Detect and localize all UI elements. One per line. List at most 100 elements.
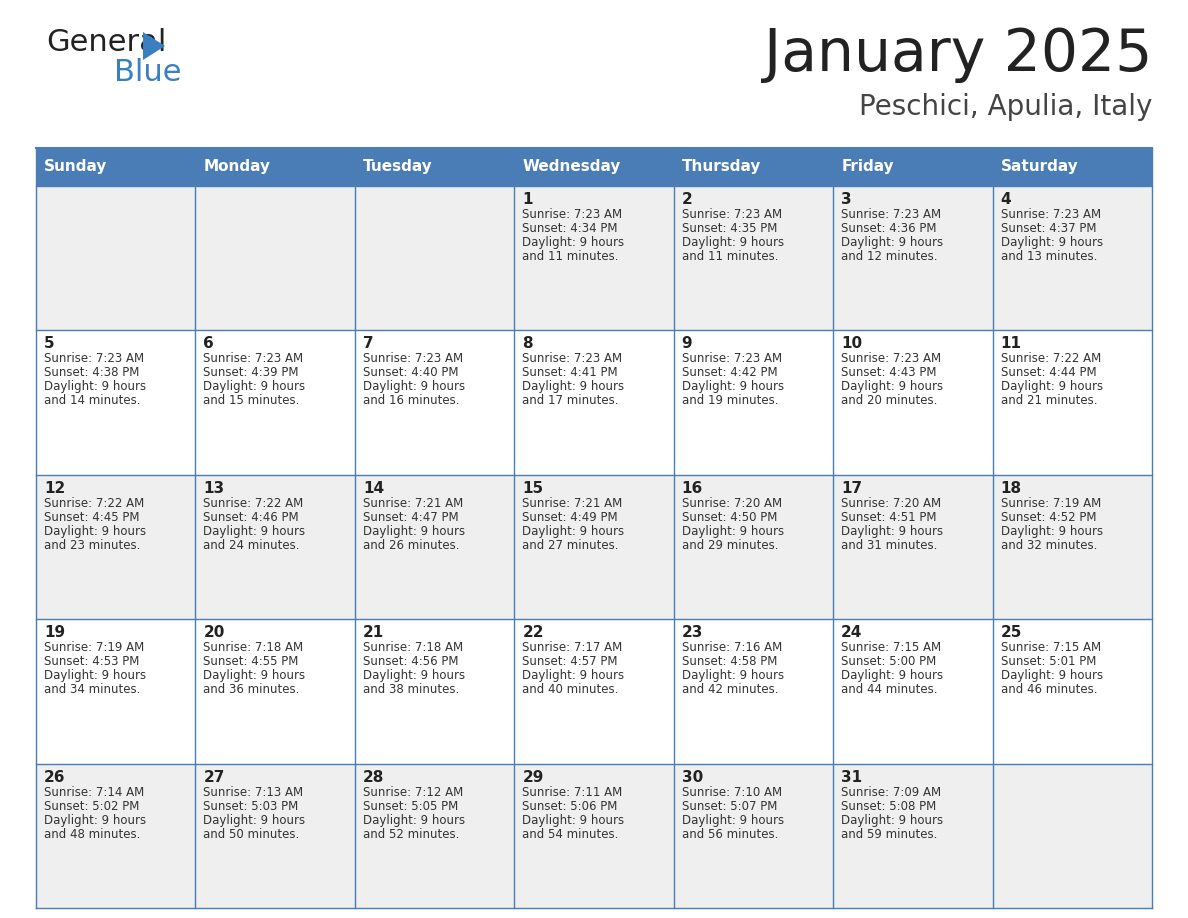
Text: Daylight: 9 hours: Daylight: 9 hours: [44, 813, 146, 826]
Bar: [36, 148, 196, 186]
Text: Sunrise: 7:22 AM: Sunrise: 7:22 AM: [203, 497, 304, 509]
Text: and 19 minutes.: and 19 minutes.: [682, 395, 778, 408]
Bar: [196, 330, 355, 475]
Text: and 52 minutes.: and 52 minutes.: [362, 828, 460, 841]
Text: Sunset: 4:46 PM: Sunset: 4:46 PM: [203, 510, 299, 524]
Text: Daylight: 9 hours: Daylight: 9 hours: [523, 236, 625, 249]
Text: Sunrise: 7:23 AM: Sunrise: 7:23 AM: [1000, 208, 1101, 221]
Bar: [992, 330, 1152, 475]
Bar: [355, 475, 514, 620]
Text: Sunset: 4:43 PM: Sunset: 4:43 PM: [841, 366, 936, 379]
Text: Sunrise: 7:15 AM: Sunrise: 7:15 AM: [1000, 641, 1101, 655]
Text: and 16 minutes.: and 16 minutes.: [362, 395, 460, 408]
Bar: [355, 330, 514, 475]
Text: Sunset: 4:57 PM: Sunset: 4:57 PM: [523, 655, 618, 668]
Bar: [514, 620, 674, 764]
Text: January 2025: January 2025: [764, 26, 1152, 83]
Text: Sunrise: 7:23 AM: Sunrise: 7:23 AM: [44, 353, 144, 365]
Text: 16: 16: [682, 481, 703, 496]
Text: Peschici, Apulia, Italy: Peschici, Apulia, Italy: [859, 93, 1152, 121]
Text: 15: 15: [523, 481, 543, 496]
Bar: [674, 764, 833, 908]
Text: Sunrise: 7:13 AM: Sunrise: 7:13 AM: [203, 786, 304, 799]
Text: Sunrise: 7:12 AM: Sunrise: 7:12 AM: [362, 786, 463, 799]
Text: 3: 3: [841, 192, 852, 207]
Text: Sunrise: 7:16 AM: Sunrise: 7:16 AM: [682, 641, 782, 655]
Text: Sunrise: 7:15 AM: Sunrise: 7:15 AM: [841, 641, 941, 655]
Text: Sunset: 4:40 PM: Sunset: 4:40 PM: [362, 366, 459, 379]
Polygon shape: [143, 32, 165, 60]
Text: 1: 1: [523, 192, 532, 207]
Text: and 40 minutes.: and 40 minutes.: [523, 683, 619, 696]
Text: Sunrise: 7:23 AM: Sunrise: 7:23 AM: [523, 208, 623, 221]
Text: Sunrise: 7:21 AM: Sunrise: 7:21 AM: [362, 497, 463, 509]
Text: Sunset: 4:45 PM: Sunset: 4:45 PM: [44, 510, 139, 524]
Bar: [355, 620, 514, 764]
Bar: [514, 148, 674, 186]
Text: and 50 minutes.: and 50 minutes.: [203, 828, 299, 841]
Text: 22: 22: [523, 625, 544, 640]
Text: and 54 minutes.: and 54 minutes.: [523, 828, 619, 841]
Bar: [514, 475, 674, 620]
Text: Sunset: 4:50 PM: Sunset: 4:50 PM: [682, 510, 777, 524]
Text: Daylight: 9 hours: Daylight: 9 hours: [841, 525, 943, 538]
Bar: [992, 475, 1152, 620]
Text: 21: 21: [362, 625, 384, 640]
Text: Daylight: 9 hours: Daylight: 9 hours: [362, 380, 465, 394]
Text: Sunrise: 7:20 AM: Sunrise: 7:20 AM: [841, 497, 941, 509]
Text: Sunrise: 7:19 AM: Sunrise: 7:19 AM: [1000, 497, 1101, 509]
Text: Sunrise: 7:18 AM: Sunrise: 7:18 AM: [203, 641, 304, 655]
Text: Sunrise: 7:20 AM: Sunrise: 7:20 AM: [682, 497, 782, 509]
Text: and 42 minutes.: and 42 minutes.: [682, 683, 778, 696]
Bar: [36, 620, 196, 764]
Text: Sunset: 5:01 PM: Sunset: 5:01 PM: [1000, 655, 1097, 668]
Text: Daylight: 9 hours: Daylight: 9 hours: [523, 813, 625, 826]
Bar: [355, 186, 514, 330]
Text: Sunset: 5:00 PM: Sunset: 5:00 PM: [841, 655, 936, 668]
Text: 2: 2: [682, 192, 693, 207]
Bar: [992, 764, 1152, 908]
Bar: [514, 330, 674, 475]
Text: and 44 minutes.: and 44 minutes.: [841, 683, 937, 696]
Text: Sunrise: 7:23 AM: Sunrise: 7:23 AM: [362, 353, 463, 365]
Bar: [674, 475, 833, 620]
Bar: [514, 764, 674, 908]
Text: Sunrise: 7:14 AM: Sunrise: 7:14 AM: [44, 786, 144, 799]
Text: and 23 minutes.: and 23 minutes.: [44, 539, 140, 552]
Bar: [355, 764, 514, 908]
Text: Sunrise: 7:09 AM: Sunrise: 7:09 AM: [841, 786, 941, 799]
Text: 13: 13: [203, 481, 225, 496]
Text: Monday: Monday: [203, 160, 271, 174]
Text: and 48 minutes.: and 48 minutes.: [44, 828, 140, 841]
Bar: [36, 330, 196, 475]
Text: 19: 19: [44, 625, 65, 640]
Bar: [833, 186, 992, 330]
Text: 20: 20: [203, 625, 225, 640]
Text: Sunrise: 7:23 AM: Sunrise: 7:23 AM: [523, 353, 623, 365]
Text: Daylight: 9 hours: Daylight: 9 hours: [44, 380, 146, 394]
Text: Sunset: 4:34 PM: Sunset: 4:34 PM: [523, 222, 618, 235]
Text: 31: 31: [841, 769, 862, 785]
Text: Daylight: 9 hours: Daylight: 9 hours: [682, 380, 784, 394]
Text: and 11 minutes.: and 11 minutes.: [523, 250, 619, 263]
Text: Daylight: 9 hours: Daylight: 9 hours: [523, 525, 625, 538]
Text: Daylight: 9 hours: Daylight: 9 hours: [44, 525, 146, 538]
Text: Daylight: 9 hours: Daylight: 9 hours: [682, 813, 784, 826]
Text: Sunset: 4:35 PM: Sunset: 4:35 PM: [682, 222, 777, 235]
Text: Sunrise: 7:10 AM: Sunrise: 7:10 AM: [682, 786, 782, 799]
Text: Daylight: 9 hours: Daylight: 9 hours: [203, 525, 305, 538]
Text: Sunrise: 7:18 AM: Sunrise: 7:18 AM: [362, 641, 463, 655]
Text: and 29 minutes.: and 29 minutes.: [682, 539, 778, 552]
Text: 27: 27: [203, 769, 225, 785]
Text: and 15 minutes.: and 15 minutes.: [203, 395, 299, 408]
Text: Sunrise: 7:23 AM: Sunrise: 7:23 AM: [841, 353, 941, 365]
Text: 24: 24: [841, 625, 862, 640]
Text: Sunrise: 7:19 AM: Sunrise: 7:19 AM: [44, 641, 144, 655]
Text: Daylight: 9 hours: Daylight: 9 hours: [682, 525, 784, 538]
Text: Daylight: 9 hours: Daylight: 9 hours: [1000, 380, 1102, 394]
Text: and 26 minutes.: and 26 minutes.: [362, 539, 460, 552]
Bar: [833, 148, 992, 186]
Bar: [196, 620, 355, 764]
Text: and 12 minutes.: and 12 minutes.: [841, 250, 937, 263]
Bar: [36, 475, 196, 620]
